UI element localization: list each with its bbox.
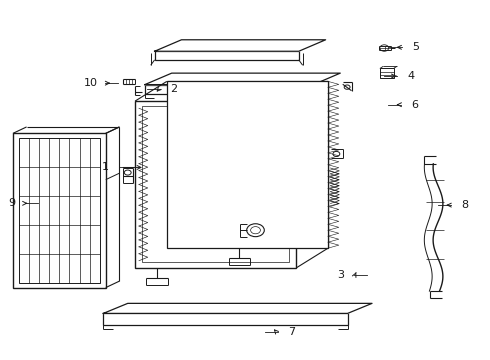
Bar <box>155 51 299 60</box>
Bar <box>13 134 106 288</box>
Text: 3: 3 <box>337 270 344 280</box>
Polygon shape <box>145 73 340 85</box>
Text: 6: 6 <box>412 100 418 110</box>
Text: 9: 9 <box>8 198 15 208</box>
Polygon shape <box>155 40 326 51</box>
Text: 4: 4 <box>408 71 415 81</box>
Text: 8: 8 <box>461 200 468 210</box>
Text: 2: 2 <box>171 84 178 94</box>
Bar <box>135 101 296 268</box>
Bar <box>380 68 393 78</box>
Bar <box>145 85 314 94</box>
Text: 7: 7 <box>288 327 295 337</box>
Polygon shape <box>103 303 372 314</box>
Bar <box>167 81 328 248</box>
Text: 10: 10 <box>84 78 98 88</box>
Bar <box>143 107 289 262</box>
Bar <box>19 138 100 283</box>
Text: 5: 5 <box>413 42 419 52</box>
Text: 1: 1 <box>102 162 109 172</box>
Bar <box>103 314 347 325</box>
